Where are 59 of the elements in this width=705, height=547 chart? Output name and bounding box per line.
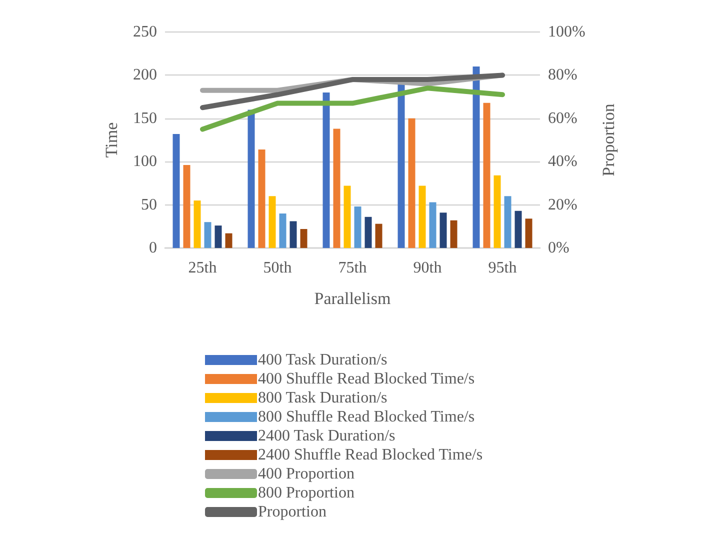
legend-label: Proportion bbox=[258, 504, 326, 520]
bar bbox=[354, 206, 362, 248]
bar bbox=[268, 196, 276, 248]
bar bbox=[322, 92, 330, 248]
legend-label: 800 Proportion bbox=[258, 484, 354, 502]
bar bbox=[364, 216, 372, 248]
legend-label: 400 Proportion bbox=[258, 466, 354, 482]
y-tick-label: 100 bbox=[133, 153, 157, 170]
bar bbox=[494, 175, 501, 248]
legend-label: 400 Shuffle Read Blocked Time/s bbox=[258, 370, 475, 388]
x-tick-label: 50th bbox=[263, 260, 292, 276]
y2-tick-label: 80% bbox=[548, 66, 578, 84]
legend-label: 400 Task Duration/s bbox=[258, 352, 388, 368]
bar bbox=[172, 134, 180, 248]
bar bbox=[450, 220, 458, 248]
x-axis-title: Parallelism bbox=[314, 289, 391, 308]
y2-tick-label: 100% bbox=[548, 24, 586, 40]
bar bbox=[300, 228, 308, 248]
bar bbox=[183, 165, 190, 248]
y2-tick-label: 60% bbox=[548, 110, 578, 127]
bar bbox=[398, 82, 405, 248]
y-tick-label: 250 bbox=[133, 24, 157, 40]
x-tick-label: 90th bbox=[413, 260, 442, 276]
bar bbox=[290, 221, 297, 248]
bar bbox=[429, 202, 436, 248]
bar bbox=[204, 222, 212, 248]
y2-axis-title: Proportion bbox=[599, 103, 618, 176]
y-axis-title: Time bbox=[102, 122, 121, 158]
y-tick-label: 0 bbox=[149, 240, 157, 256]
bar bbox=[418, 186, 426, 248]
x-tick-label: 75th bbox=[338, 260, 367, 276]
bar bbox=[483, 102, 490, 248]
legend-label: 2400 Task Duration/s bbox=[258, 428, 396, 444]
legend-label: 800 Task Duration/s bbox=[258, 390, 388, 406]
bar bbox=[258, 150, 266, 248]
x-tick-label: 25th bbox=[188, 260, 217, 276]
bar bbox=[333, 128, 340, 248]
legend-label: 800 Shuffle Read Blocked Time/s bbox=[258, 408, 475, 426]
y2-tick-label: 20% bbox=[548, 196, 578, 214]
y-tick-label: 150 bbox=[133, 110, 157, 127]
bar bbox=[440, 212, 447, 248]
legend-label: 2400 Shuffle Read Blocked Time/s bbox=[258, 446, 483, 464]
bar bbox=[514, 210, 522, 248]
y2-tick-label: 0% bbox=[548, 240, 570, 256]
bar bbox=[504, 196, 512, 248]
bar bbox=[408, 118, 416, 248]
y-tick-label: 200 bbox=[133, 66, 157, 84]
y-tick-label: 50 bbox=[141, 196, 157, 214]
bar bbox=[194, 200, 201, 248]
x-tick-label: 95th bbox=[488, 260, 517, 276]
bar bbox=[472, 66, 480, 248]
bar bbox=[225, 233, 232, 248]
bar bbox=[375, 224, 382, 248]
bar bbox=[279, 213, 286, 248]
bar bbox=[248, 110, 255, 248]
bar bbox=[214, 226, 222, 248]
bar bbox=[344, 186, 351, 248]
bar bbox=[525, 218, 532, 248]
y2-tick-label: 40% bbox=[548, 153, 578, 170]
